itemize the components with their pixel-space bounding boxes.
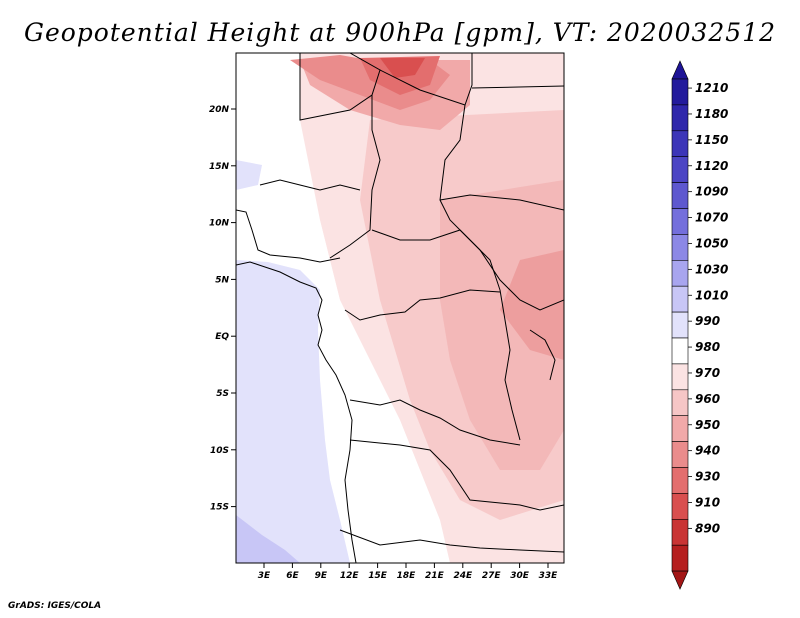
lon-label: 21E xyxy=(425,571,445,581)
coastlines-borders xyxy=(236,53,564,563)
lon-label: 30E xyxy=(510,571,530,581)
colorbar-label: 1090 xyxy=(695,185,728,199)
colorbar-segment xyxy=(671,415,689,442)
colorbar-segment xyxy=(671,441,689,468)
lon-label: 24E xyxy=(453,571,473,581)
credit-text: GrADS: IGES/COLA xyxy=(8,601,101,611)
longitude-axis: 3E 6E 9E 12E 15E 18E 21E 24E 27E 30E 33E xyxy=(258,563,558,581)
colorbar-segment xyxy=(671,104,689,132)
lon-label: 15E xyxy=(368,571,388,581)
lat-label: 10S xyxy=(210,446,229,456)
chart-title: Geopotential Height at 900hPa [gpm], VT:… xyxy=(23,18,777,47)
colorbar-label: 1210 xyxy=(695,81,728,95)
lat-label: 15N xyxy=(209,162,230,172)
colorbar-label: 930 xyxy=(695,470,720,484)
colorbar-label: 1050 xyxy=(695,236,728,250)
lat-label: 15S xyxy=(210,503,229,513)
colorbar-segment xyxy=(671,234,689,261)
colorbar-label: 990 xyxy=(695,314,720,328)
lon-label: 27E xyxy=(482,571,502,581)
map-frame xyxy=(235,52,565,564)
latitude-axis: 20N 15N 10N 5N EQ 5S 10S 15S xyxy=(209,105,236,513)
height-field xyxy=(236,53,564,563)
lat-label: 10N xyxy=(209,219,230,229)
colorbar-segment xyxy=(671,337,689,365)
lat-label: EQ xyxy=(215,332,229,342)
colorbar-label: 940 xyxy=(695,444,720,458)
colorbar-label: 1070 xyxy=(695,211,728,225)
colorbar-label: 980 xyxy=(695,340,720,354)
colorbar-bottom-arrow xyxy=(671,570,689,590)
colorbar-label: 1120 xyxy=(695,159,728,173)
colorbar-segment xyxy=(671,78,689,106)
lat-label: 5N xyxy=(215,275,229,285)
colorbar-label: 1180 xyxy=(695,107,728,121)
colorbar: 1210 1180 1150 1120 1090 1070 1050 1030 1010 990 9… xyxy=(671,60,728,590)
colorbar-label: 970 xyxy=(695,366,720,380)
colorbar-segment xyxy=(671,182,689,209)
colorbar-label: 890 xyxy=(695,521,720,535)
lon-label: 3E xyxy=(258,571,271,581)
colorbar-label: 1150 xyxy=(695,133,728,147)
colorbar-segment xyxy=(671,363,689,391)
colorbar-segment xyxy=(671,389,689,416)
colorbar-label: 910 xyxy=(695,495,720,509)
lon-label: 6E xyxy=(286,571,299,581)
lon-label: 12E xyxy=(340,571,360,581)
colorbar-segment xyxy=(671,208,689,235)
colorbar-segment xyxy=(671,493,689,520)
lat-label: 20N xyxy=(209,105,230,115)
colorbar-segment xyxy=(671,518,689,546)
lat-label: 5S xyxy=(216,389,229,399)
colorbar-label: 1010 xyxy=(695,288,728,302)
colorbar-label: 950 xyxy=(695,418,720,432)
lon-label: 18E xyxy=(397,571,417,581)
colorbar-segment xyxy=(671,467,689,494)
colorbar-segment xyxy=(671,130,689,158)
colorbar-segment xyxy=(671,544,689,572)
lon-label: 33E xyxy=(539,571,559,581)
colorbar-label: 960 xyxy=(695,392,720,406)
colorbar-segment xyxy=(671,156,689,183)
colorbar-top-arrow xyxy=(671,60,689,80)
colorbar-segment xyxy=(671,259,689,287)
lon-label: 9E xyxy=(315,571,328,581)
colorbar-segment xyxy=(671,311,689,339)
colorbar-segment xyxy=(671,285,689,313)
colorbar-label: 1030 xyxy=(695,262,728,276)
